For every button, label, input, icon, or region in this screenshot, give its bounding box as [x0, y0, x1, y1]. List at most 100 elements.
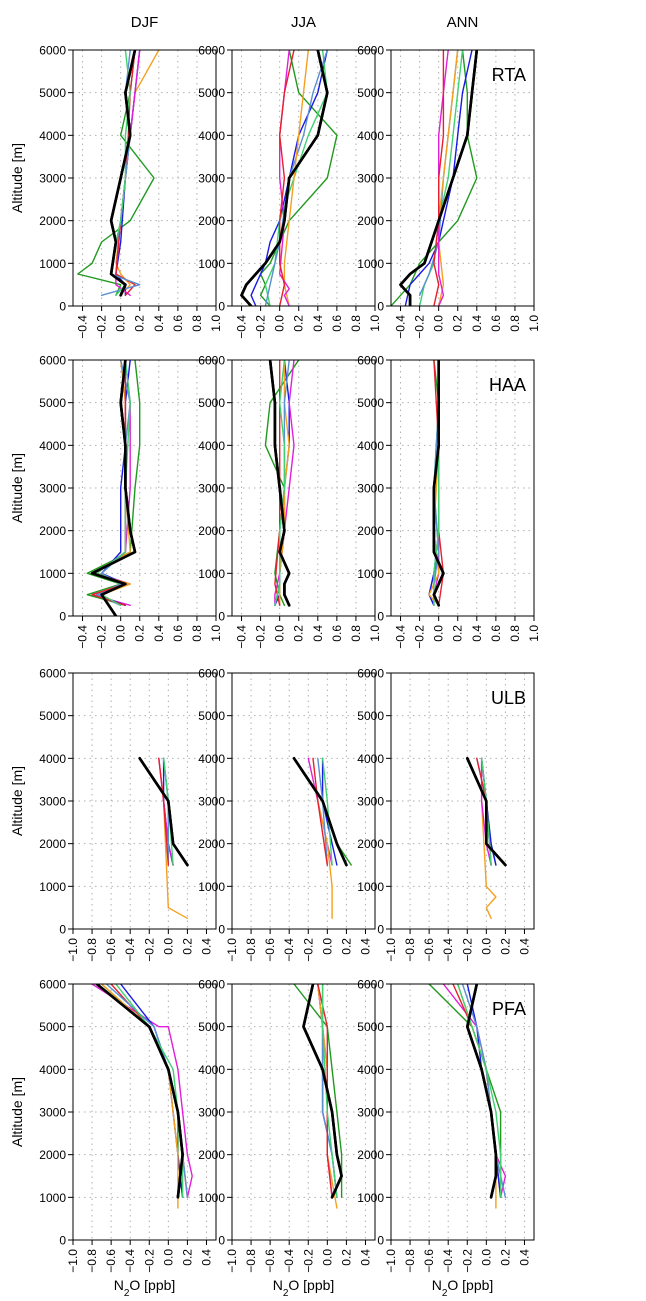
x-tick-label: 0.2: [451, 315, 465, 332]
y-tick-label: 0: [59, 923, 66, 937]
series-line-reference: [302, 984, 343, 1199]
y-tick-label: 6000: [198, 354, 225, 368]
series-line-reference: [138, 756, 189, 867]
x-tick-label: 0.0: [320, 1249, 334, 1266]
series-line-6: [317, 984, 333, 1199]
x-tick-label: 0.0: [114, 315, 128, 332]
series-line-7: [321, 757, 333, 866]
y-tick-label: 6000: [39, 667, 66, 681]
x-tick-label: 0.2: [292, 315, 306, 332]
x-tick-label: 0.4: [311, 625, 325, 642]
x-axis-label: N2O [ppb]: [432, 1277, 494, 1299]
x-tick-label: −0.8: [244, 938, 258, 962]
x-tick-label: −1.0: [384, 938, 398, 962]
y-tick-label: 0: [377, 923, 384, 937]
x-tick-label: 0.4: [358, 1249, 372, 1266]
x-tick-label: 0.2: [498, 1249, 512, 1266]
y-tick-label: 1000: [198, 880, 225, 894]
x-axis-label-main: N: [114, 1277, 124, 1293]
x-tick-label: −1.0: [66, 938, 80, 962]
y-tick-label: 3000: [39, 482, 66, 496]
y-tick-label: 3000: [198, 1106, 225, 1120]
y-tick-label: 2000: [198, 1148, 225, 1162]
y-tick-label: 6000: [198, 44, 225, 58]
x-tick-label: 0.6: [330, 315, 344, 332]
y-tick-label: 6000: [198, 978, 225, 992]
y-tick-label: 3000: [198, 172, 225, 186]
y-tick-label: 0: [218, 610, 225, 624]
y-tick-label: 5000: [198, 396, 225, 410]
y-tick-label: 1000: [198, 257, 225, 271]
y-tick-label: 6000: [39, 978, 66, 992]
y-tick-label: 3000: [198, 482, 225, 496]
y-tick-label: 4000: [198, 439, 225, 453]
x-tick-label: −0.6: [104, 1249, 118, 1273]
row-label-pfa: PFA: [492, 999, 526, 1019]
x-tick-label: 0.4: [199, 1249, 213, 1266]
x-tick-label: −0.2: [301, 1249, 315, 1273]
panel-pfa-djf: −1.0 −0.8 −0.6 −0.4 −0.2 0.0 0.2 0.4 0 1000 2000 30…: [39, 978, 217, 1273]
x-tick-label: 0.4: [311, 315, 325, 332]
y-tick-label: 2000: [39, 214, 66, 228]
series-line-3: [321, 757, 338, 866]
series-line-reference: [240, 50, 329, 306]
x-tick-label: 0.2: [292, 625, 306, 642]
y-tick-label: 4000: [357, 1063, 384, 1077]
y-axis-label: Altitude [m]: [9, 143, 25, 213]
y-tick-label: 1000: [357, 1191, 384, 1205]
x-axis-label-rest: O [ppb]: [447, 1277, 493, 1293]
x-tick-label: 1.0: [209, 625, 223, 642]
series-line-reference: [292, 756, 348, 867]
series-line-4: [317, 800, 333, 919]
x-tick-label: 0.0: [273, 315, 287, 332]
y-tick-label: 0: [59, 1234, 66, 1248]
x-tick-label: 0.0: [479, 938, 493, 955]
y-tick-label: 4000: [39, 439, 66, 453]
x-axis-label: N2O [ppb]: [114, 1277, 176, 1299]
column-title-ann: ANN: [447, 14, 479, 31]
x-tick-label: 0.2: [451, 625, 465, 642]
series-line-6: [158, 757, 170, 866]
y-tick-label: 4000: [39, 752, 66, 766]
x-tick-label: −1.0: [66, 1249, 80, 1273]
y-tick-label: 4000: [39, 129, 66, 143]
x-tick-label: −0.8: [403, 938, 417, 962]
y-tick-label: 0: [59, 300, 66, 314]
y-tick-label: 5000: [357, 1020, 384, 1034]
y-tick-label: 3000: [198, 795, 225, 809]
y-tick-label: 0: [218, 300, 225, 314]
x-tick-label: 1.0: [368, 315, 382, 332]
y-tick-label: 3000: [357, 1106, 384, 1120]
x-tick-label: −0.4: [282, 1249, 296, 1273]
x-tick-label: 0.2: [339, 938, 353, 955]
series-line-reference: [109, 50, 137, 297]
y-tick-label: 6000: [198, 667, 225, 681]
x-tick-label: −0.4: [235, 625, 249, 649]
row-label-rta: RTA: [492, 65, 526, 85]
x-tick-label: −0.6: [422, 938, 436, 962]
y-tick-label: 2000: [357, 214, 384, 228]
x-tick-label: 0.8: [349, 315, 363, 332]
x-tick-label: −0.4: [394, 315, 408, 339]
y-tick-label: 1000: [39, 1191, 66, 1205]
y-tick-label: 6000: [39, 354, 66, 368]
series-line-reference: [432, 360, 445, 607]
x-tick-label: 0.0: [161, 1249, 175, 1266]
series-group: [465, 756, 507, 919]
series-group: [428, 360, 445, 607]
x-tick-label: −0.6: [422, 1249, 436, 1273]
y-tick-label: 2000: [357, 837, 384, 851]
x-tick-label: 0.0: [432, 315, 446, 332]
series-line-1: [428, 984, 502, 1199]
y-tick-label: 6000: [357, 667, 384, 681]
y-tick-label: 2000: [39, 524, 66, 538]
x-tick-label: −0.2: [95, 625, 109, 649]
x-tick-label: 0.4: [358, 938, 372, 955]
x-tick-label: −1.0: [225, 1249, 239, 1273]
x-tick-label: 0.0: [320, 938, 334, 955]
y-tick-label: 1000: [357, 567, 384, 581]
y-tick-label: 1000: [357, 257, 384, 271]
y-tick-label: 0: [218, 923, 225, 937]
y-tick-label: 3000: [357, 172, 384, 186]
x-tick-label: −0.4: [123, 1249, 137, 1273]
